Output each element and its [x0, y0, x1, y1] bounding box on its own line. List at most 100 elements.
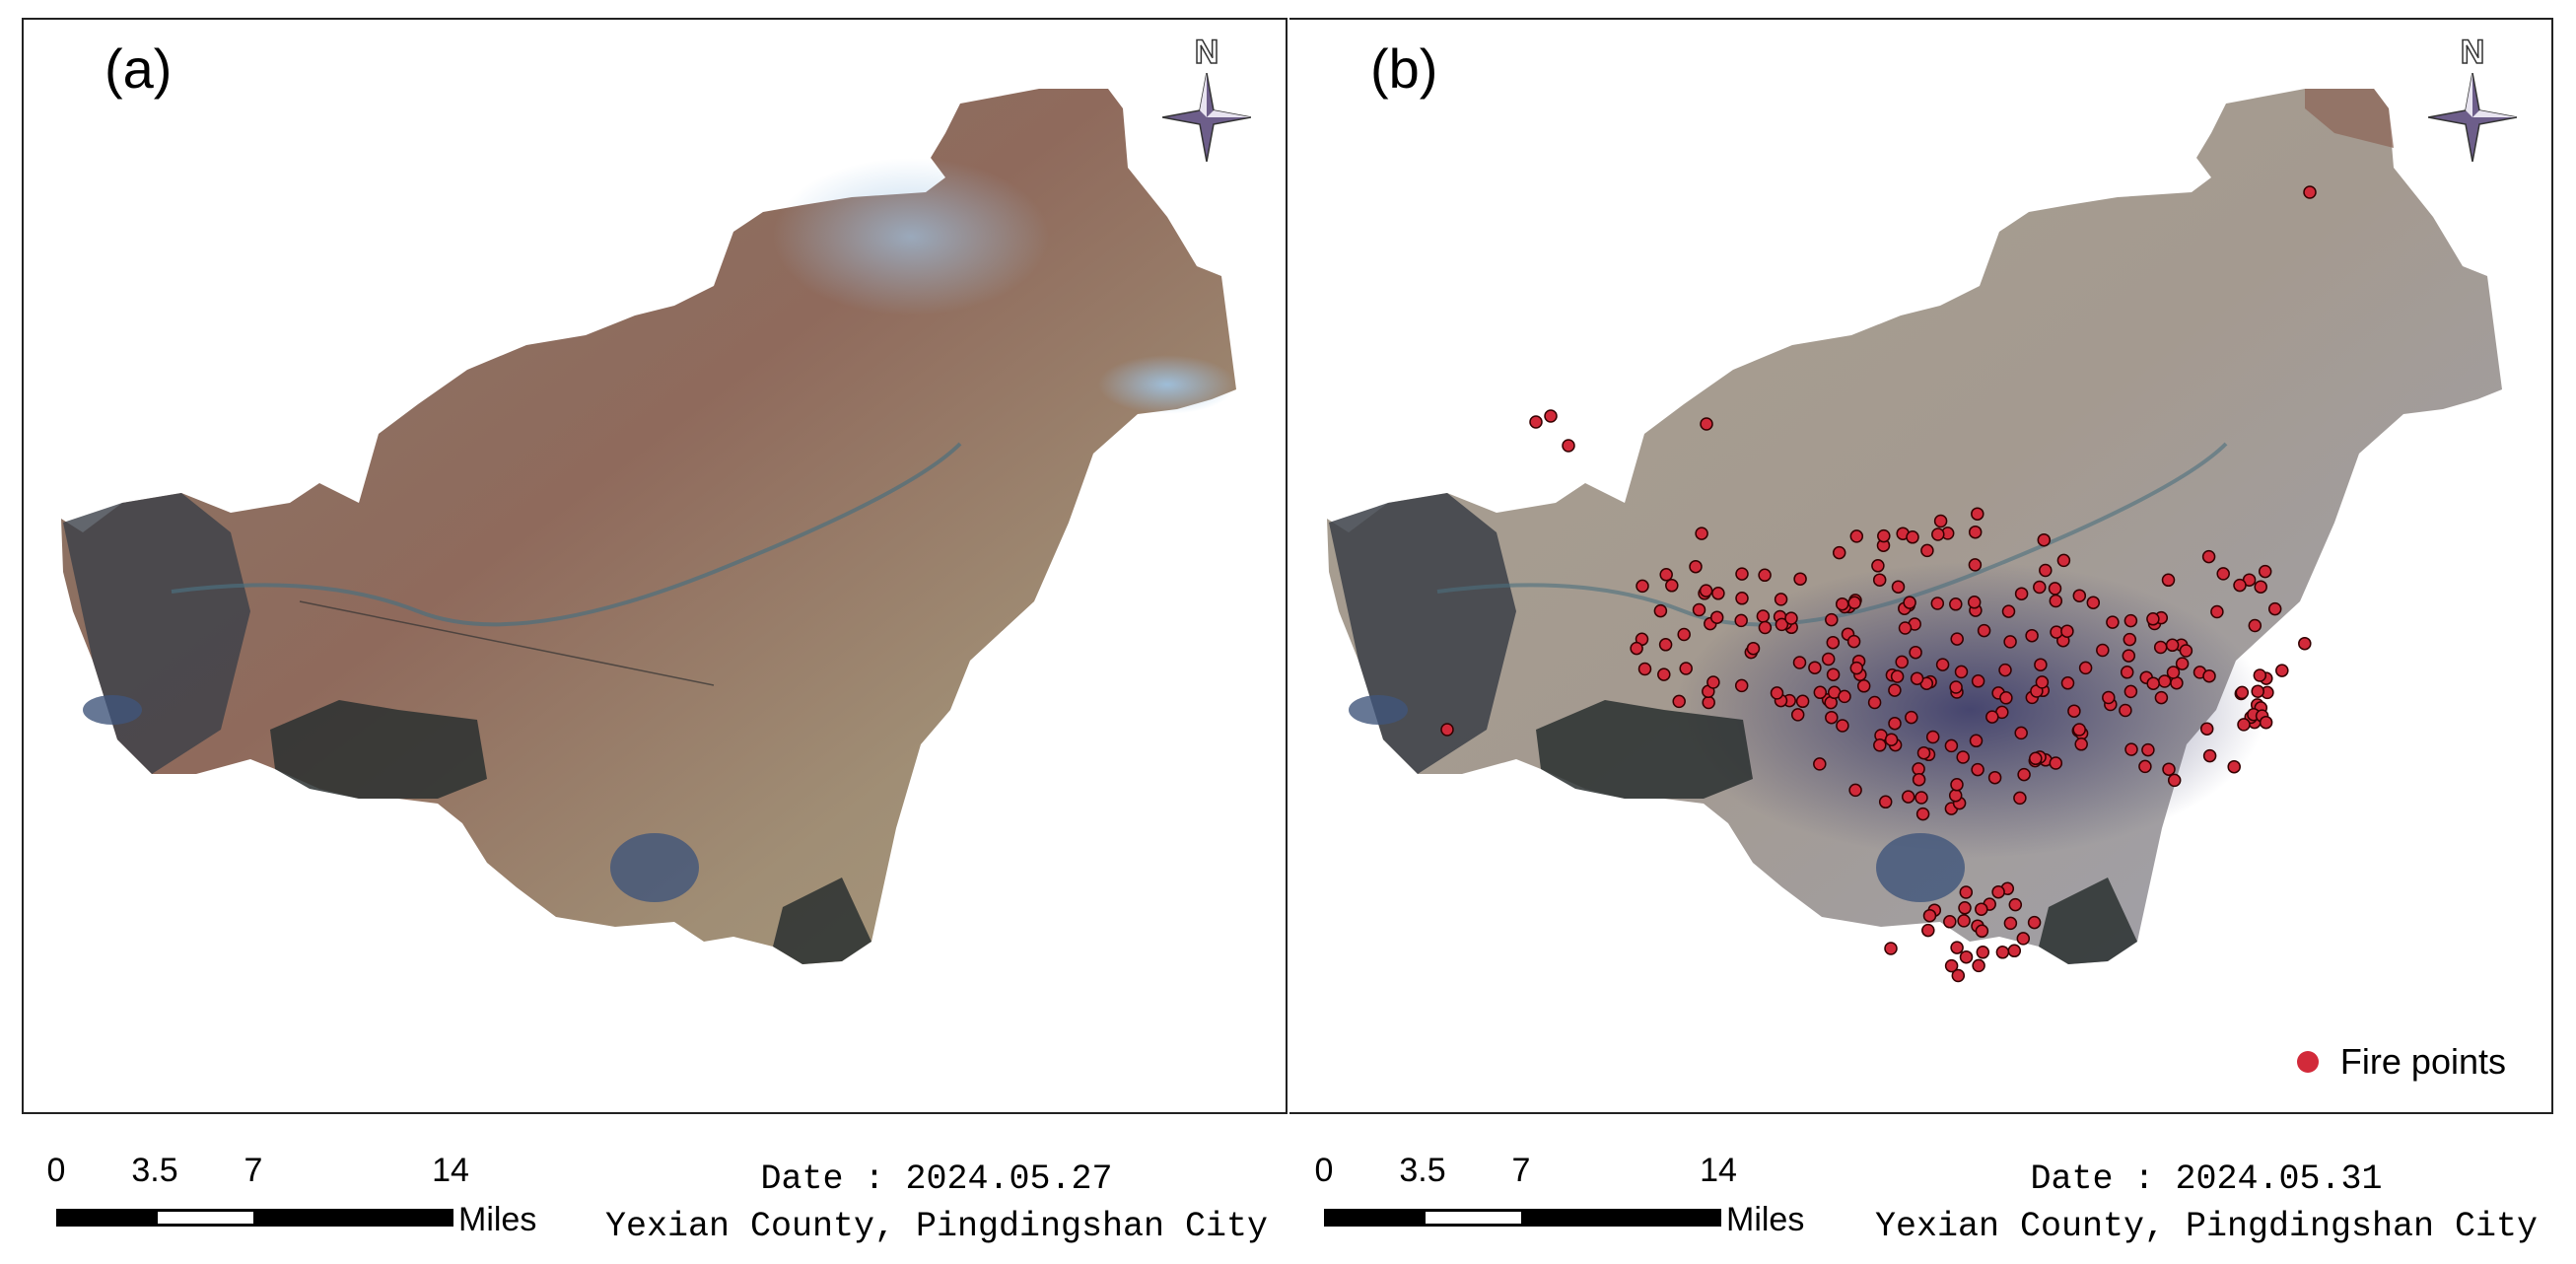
fire-point: [1959, 885, 1974, 899]
fire-point: [2298, 636, 2312, 651]
fire-point: [2048, 582, 2062, 596]
fire-point: [2146, 612, 2160, 626]
fire-point: [1891, 580, 1906, 594]
fire-point: [1735, 592, 1749, 605]
fire-point: [2235, 685, 2250, 700]
fire-point: [1935, 658, 1950, 671]
fire-point: [1825, 612, 1839, 627]
fire-point: [1846, 634, 1861, 649]
caption-place: Yexian County, Pingdingshan City: [1874, 1207, 2539, 1246]
fire-point: [2014, 587, 2029, 600]
fire-point: [1956, 750, 1970, 764]
fire-point: [1770, 686, 1784, 700]
fire-point: [1679, 662, 1693, 675]
fire-point: [1877, 528, 1891, 543]
fire-point: [2202, 748, 2217, 763]
fire-point: [1849, 529, 1864, 543]
fire-point: [1873, 738, 1887, 752]
scale-tick: 7: [244, 1152, 263, 1189]
fire-point: [1813, 757, 1827, 771]
fire-point: [1971, 507, 1984, 521]
fire-point: [1784, 611, 1798, 625]
fire-point: [1699, 584, 1713, 597]
fire-point: [1888, 716, 1902, 731]
fire-point: [1968, 558, 1983, 572]
fire-point: [2258, 564, 2272, 579]
fire-point: [1950, 778, 1964, 792]
fire-point: [2027, 915, 2042, 930]
fire-point: [2248, 618, 2263, 633]
fire-point: [1659, 568, 1673, 582]
fire-point: [2123, 684, 2138, 699]
fire-point: [2120, 666, 2134, 679]
fire-point: [1975, 902, 1988, 916]
fire-point: [1933, 514, 1948, 528]
fire-point: [2034, 658, 2048, 671]
fire-point: [2161, 573, 2176, 588]
fire-point: [2033, 580, 2047, 595]
fire-point: [1630, 641, 1643, 656]
fire-point: [2102, 690, 2116, 705]
fire-point: [1949, 680, 1963, 694]
fire-point: [1440, 723, 1454, 737]
fire-point: [1838, 689, 1851, 704]
fire-point: [2086, 596, 2101, 609]
scale-segment: [56, 1209, 158, 1227]
north-label: N: [2460, 33, 2485, 72]
fire-point: [2050, 625, 2063, 639]
fire-point: [2259, 715, 2273, 730]
fire-point: [1758, 568, 1772, 583]
legend: Fire points: [2296, 1041, 2506, 1083]
scale-tick: 14: [432, 1152, 469, 1189]
fire-point: [1949, 597, 1963, 611]
fire-point: [1888, 683, 1902, 697]
fire-point: [1999, 691, 2013, 705]
fire-point: [1950, 632, 1964, 646]
fire-point: [1915, 807, 1930, 821]
map-panel-b: (b) N Fi: [1289, 18, 2553, 1114]
fire-point: [2237, 718, 2251, 732]
legend-label: Fire points: [2339, 1041, 2506, 1082]
fire-point: [1808, 661, 1822, 674]
scale-tick: 7: [1511, 1152, 1531, 1189]
fire-point: [1972, 958, 1985, 973]
fire-point: [2165, 638, 2180, 653]
fire-point: [1890, 669, 1905, 683]
fire-point: [1959, 949, 1974, 964]
fire-point: [2119, 703, 2132, 718]
fire-point: [1774, 593, 1788, 606]
panel-label-b: (b): [1370, 37, 1438, 100]
fire-point: [1792, 656, 1807, 669]
fire-point: [1998, 663, 2012, 677]
fire-point: [2202, 668, 2216, 683]
fire-point: [2175, 657, 2190, 670]
fire-point: [2025, 628, 2039, 643]
fire-point: [1971, 674, 1985, 688]
scale-segment: [155, 1209, 256, 1227]
fire-point: [2254, 580, 2267, 594]
fire-point: [2039, 563, 2053, 578]
fire-point: [2199, 722, 2214, 736]
fire-point: [1653, 603, 1668, 618]
fire-point: [1898, 621, 1913, 635]
fire-point: [1915, 791, 1928, 805]
fire-point: [1672, 694, 1686, 709]
fire-point: [1849, 661, 1864, 675]
fire-point: [1901, 790, 1915, 804]
fire-point: [2096, 643, 2110, 658]
fire-point: [1971, 762, 1984, 777]
fire-point: [1920, 543, 1934, 558]
fire-point: [1903, 596, 1916, 609]
fire-point: [1689, 559, 1703, 574]
fire-point: [1943, 915, 1957, 929]
fire-point: [1700, 417, 1713, 431]
fire-point: [1665, 579, 1679, 593]
fire-point: [1711, 587, 1725, 600]
fire-point: [1871, 559, 1885, 573]
fire-point: [2060, 676, 2075, 690]
scale-tick: 14: [1700, 1152, 1737, 1189]
fire-point: [1912, 772, 1926, 787]
county-shape: [61, 89, 1236, 964]
fire-point: [2179, 644, 2193, 658]
satellite-map-b: [1327, 89, 2502, 983]
